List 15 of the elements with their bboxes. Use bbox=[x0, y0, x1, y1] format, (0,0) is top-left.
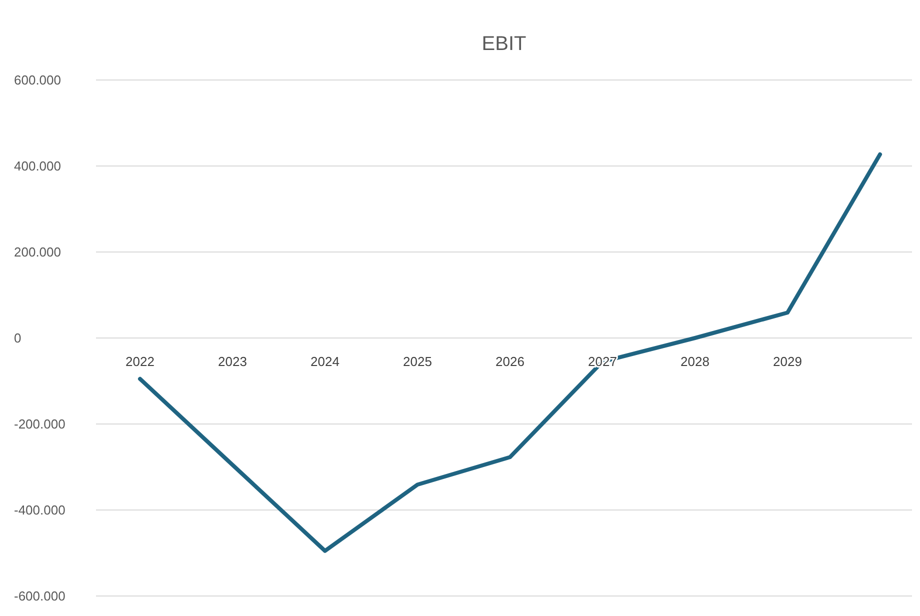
y-tick-label: 600.000 bbox=[14, 72, 61, 88]
y-tick-label: -400.000 bbox=[14, 502, 66, 518]
y-tick-label: -200.000 bbox=[14, 416, 66, 432]
x-tick-label: 2024 bbox=[310, 354, 340, 369]
x-tick-label: 2026 bbox=[496, 354, 524, 369]
x-tick-label: 2022 bbox=[126, 354, 154, 369]
y-tick-label: 200.000 bbox=[14, 244, 61, 260]
x-tick-label: 2029 bbox=[773, 354, 802, 369]
y-tick-label: 0 bbox=[14, 330, 22, 346]
y-tick-label: 400.000 bbox=[14, 158, 61, 174]
x-tick-label: 2025 bbox=[403, 354, 432, 369]
y-tick-label: -600.000 bbox=[14, 588, 66, 604]
x-tick-label: 2023 bbox=[218, 354, 247, 369]
chart-title: EBIT bbox=[482, 33, 526, 55]
x-tick-label: 2028 bbox=[680, 354, 710, 369]
